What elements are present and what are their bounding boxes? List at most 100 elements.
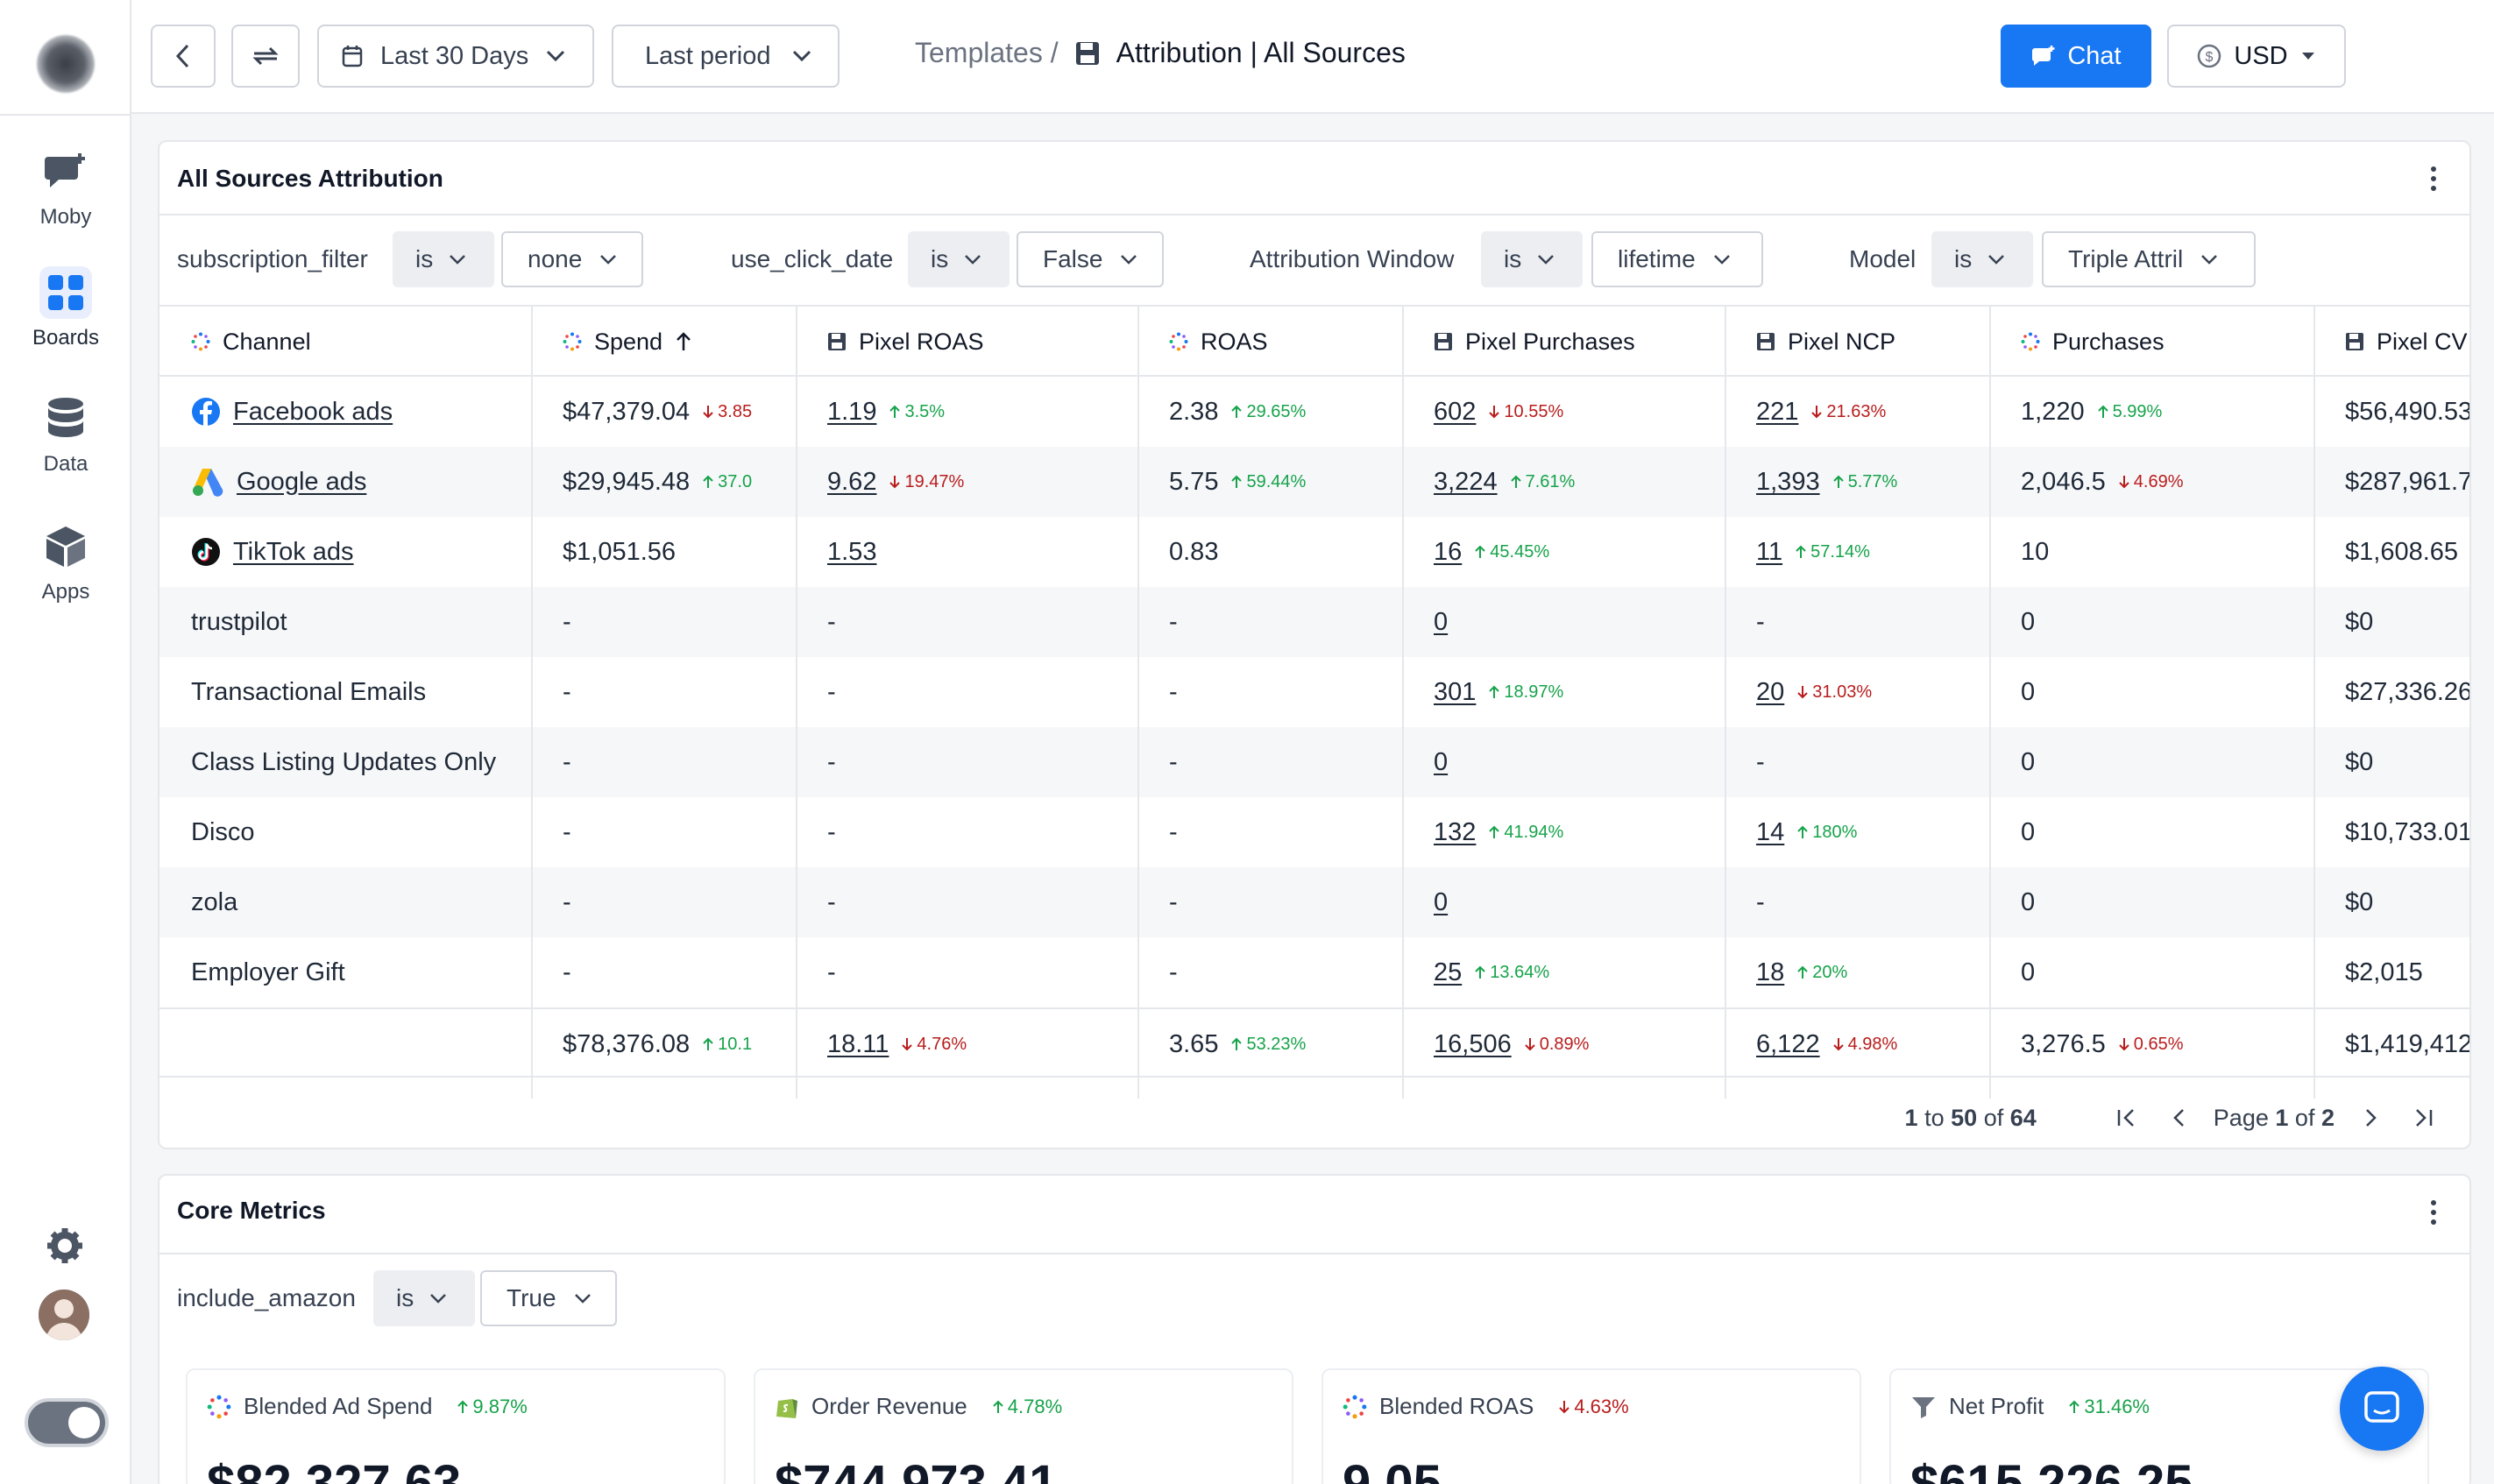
first-page-icon[interactable] (2115, 1106, 2138, 1129)
workspace-avatar[interactable] (37, 35, 95, 93)
cell-value: zola (191, 887, 238, 916)
filter-value-dropdown[interactable]: none (501, 231, 643, 287)
delta-value: 53.23% (1246, 1034, 1307, 1054)
cell-link[interactable]: 14 (1756, 817, 1785, 846)
cell-link[interactable]: 11 (1756, 537, 1783, 566)
filter-operator-dropdown[interactable]: is (908, 231, 1010, 287)
table-cell-channel: trustpilot (159, 587, 531, 657)
filter-value-dropdown[interactable]: False (1017, 231, 1164, 287)
cell-link[interactable]: 0 (1434, 607, 1449, 636)
column-header-pixel-roas[interactable]: Pixel ROAS (796, 307, 1137, 377)
metric-card[interactable]: Order Revenue 4.78% $744,973.41 (754, 1368, 1293, 1484)
filter-value-dropdown[interactable]: lifetime (1591, 231, 1763, 287)
cell-link[interactable]: 301 (1434, 677, 1477, 706)
cell-link[interactable]: 9.62 (827, 467, 877, 496)
delta-value: 37.0 (718, 471, 753, 491)
currency-dropdown[interactable]: $ USD (2167, 25, 2346, 88)
cell-link[interactable]: 602 (1434, 397, 1477, 426)
cell-link[interactable]: 3,224 (1434, 467, 1498, 496)
column-header-spend[interactable]: Spend (531, 307, 796, 377)
cell-link[interactable]: 20 (1756, 677, 1785, 706)
delta-value: 4.69% (2133, 471, 2184, 491)
table-cell-proas: - (796, 867, 1137, 937)
cell-link[interactable]: 16,506 (1434, 1029, 1512, 1058)
settings-gear-icon[interactable] (46, 1226, 84, 1269)
column-header-pixel-purchases[interactable]: Pixel Purchases (1402, 307, 1725, 377)
save-disk-icon (1435, 333, 1452, 350)
cell-link[interactable]: 1,393 (1756, 467, 1820, 496)
compare-period-dropdown[interactable]: Last period (612, 25, 840, 88)
column-header-channel[interactable]: Channel (159, 307, 531, 377)
next-page-icon[interactable] (2359, 1106, 2382, 1129)
sidebar-item-boards[interactable]: Boards (0, 266, 131, 350)
cell-value: $1,051.56 (563, 537, 677, 566)
cell-link[interactable]: 6,122 (1756, 1029, 1820, 1058)
cell-link[interactable]: 221 (1756, 397, 1799, 426)
delta-badge: 180% (1796, 823, 1857, 843)
cell-link[interactable]: 16 (1434, 537, 1463, 566)
table-cell-pcv: $27,336.26 (2313, 657, 2469, 727)
cell-link[interactable]: 0 (1434, 887, 1449, 916)
user-avatar[interactable] (39, 1290, 89, 1340)
table-cell-pcv: $2,015 (2313, 937, 2469, 1007)
more-options-icon[interactable] (2431, 1200, 2440, 1229)
filter-operator-dropdown[interactable]: is (393, 231, 494, 287)
cell-value: 5.75 (1169, 467, 1219, 496)
delta-badge: 37.0 (702, 472, 752, 492)
channel-link[interactable]: Google ads (237, 467, 367, 496)
column-header-purchases[interactable]: Purchases (1989, 307, 2313, 377)
cell-link[interactable]: 132 (1434, 817, 1477, 846)
cell-link[interactable]: 18 (1756, 958, 1785, 986)
metric-card[interactable]: Blended ROAS 4.63% 9.05 (1321, 1368, 1861, 1484)
cell-value: $1,608.65 (2345, 537, 2459, 566)
prev-page-icon[interactable] (2168, 1106, 2191, 1129)
metric-card[interactable]: Net Profit 31.46% $615,226.25 (1889, 1368, 2429, 1484)
chevron-down-icon (1121, 255, 1137, 265)
table-cell-proas: - (796, 587, 1137, 657)
filter-operator-dropdown[interactable]: is (1481, 231, 1583, 287)
table-cell-pcv: $0 (2313, 867, 2469, 937)
filter-value-dropdown[interactable]: Triple Attril (2042, 231, 2256, 287)
cell-link[interactable]: 1.53 (827, 537, 877, 566)
metric-card[interactable]: Blended Ad Spend 9.87% $82,327.63 (186, 1368, 726, 1484)
chat-button[interactable]: Chat (2001, 25, 2151, 88)
help-chat-button[interactable] (2340, 1367, 2424, 1451)
filter-operator-dropdown[interactable]: is (373, 1270, 475, 1326)
refresh-button[interactable] (231, 25, 300, 88)
filter-value-dropdown[interactable]: True (480, 1270, 617, 1326)
delta-badge: 31.03% (1796, 682, 1872, 703)
filter-operator-dropdown[interactable]: is (1931, 231, 2033, 287)
cell-value: - (827, 958, 836, 986)
cell-link[interactable]: 0 (1434, 747, 1449, 776)
cell-value: 0 (2021, 677, 2036, 706)
more-options-icon[interactable] (2431, 166, 2440, 195)
shopify-icon (775, 1394, 799, 1420)
column-header-roas[interactable]: ROAS (1137, 307, 1402, 377)
table-row: Class Listing Updates Only - - - 0 - 0 $0 (159, 727, 2469, 797)
delta-badge: 10.1 (702, 1035, 752, 1055)
cell-value: - (563, 677, 571, 706)
chevron-down-icon (574, 1294, 591, 1304)
column-header-pixel-cv[interactable]: Pixel CV (2313, 307, 2469, 377)
sort-ascending-icon[interactable] (675, 331, 692, 352)
filter-label: Model (1849, 245, 1917, 272)
last-page-icon[interactable] (2412, 1106, 2434, 1129)
cell-link[interactable]: 25 (1434, 958, 1463, 986)
sidebar-item-moby[interactable]: Moby (0, 145, 131, 230)
sidebar-item-apps[interactable]: Apps (0, 520, 131, 604)
delta-value: 4.98% (1847, 1034, 1898, 1054)
cell-link[interactable]: 1.19 (827, 397, 877, 426)
sidebar-item-data[interactable]: Data (0, 392, 131, 477)
breadcrumb-parent[interactable]: Templates / (915, 37, 1059, 68)
delta-value: 29.65% (1246, 401, 1307, 421)
cell-link[interactable]: 18.11 (827, 1029, 889, 1058)
date-range-picker[interactable]: Last 30 Days (317, 25, 594, 88)
chevron-down-icon (450, 255, 466, 265)
table-row: Employer Gift - - - 25 13.64% 18 20% 0 $2,015 (159, 937, 2469, 1007)
column-header-label: Pixel NCP (1788, 328, 1896, 355)
column-header-pixel-ncp[interactable]: Pixel NCP (1725, 307, 1989, 377)
channel-link[interactable]: TikTok ads (233, 537, 354, 566)
theme-toggle[interactable] (25, 1398, 109, 1447)
back-button[interactable] (151, 25, 216, 88)
channel-link[interactable]: Facebook ads (233, 397, 393, 426)
